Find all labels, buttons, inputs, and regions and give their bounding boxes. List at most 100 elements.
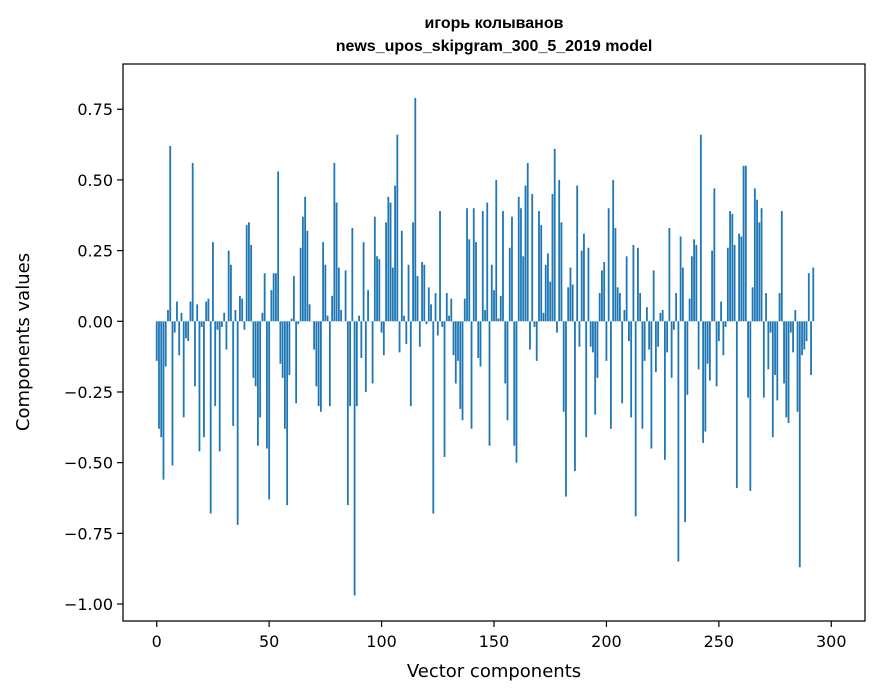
- bar-component-195: [594, 321, 597, 415]
- bar-component-134: [457, 321, 459, 361]
- bar-component-254: [726, 247, 729, 322]
- bar-component-172: [542, 312, 545, 322]
- bar-component-266: [753, 188, 756, 322]
- chart-title: игорь колыванов: [425, 15, 564, 32]
- bar-component-259: [738, 233, 740, 322]
- bar-component-273: [769, 321, 772, 333]
- bar-component-108: [398, 321, 401, 353]
- bar-component-246: [708, 321, 711, 381]
- bar-component-149: [490, 264, 493, 322]
- bar-component-50: [268, 321, 271, 500]
- bar-component-197: [598, 293, 601, 322]
- bar-component-101: [382, 321, 385, 356]
- bar-component-255: [729, 211, 731, 322]
- y-tick-label: −0.50: [64, 454, 113, 473]
- bar-component-132: [452, 321, 455, 356]
- bar-component-218: [646, 307, 648, 322]
- bar-component-199: [603, 261, 606, 322]
- bar-component-194: [592, 321, 594, 353]
- bar-component-123: [432, 321, 435, 514]
- bar-component-66: [304, 196, 307, 322]
- bar-component-96: [371, 321, 374, 384]
- bar-component-81: [337, 267, 340, 322]
- bar-component-236: [686, 321, 689, 395]
- bar-component-208: [623, 309, 626, 322]
- bar-component-179: [558, 179, 561, 322]
- bar-component-24: [209, 321, 212, 514]
- bar-component-230: [672, 321, 675, 330]
- bar-component-178: [556, 321, 558, 333]
- bar-component-7: [171, 321, 174, 466]
- bar-component-118: [421, 261, 423, 322]
- bar-component-286: [798, 321, 801, 568]
- bar-component-8: [173, 321, 176, 333]
- bar-component-241: [697, 321, 700, 370]
- bar-component-86: [349, 321, 351, 407]
- bar-component-93: [364, 321, 367, 392]
- bar-component-140: [470, 321, 473, 429]
- bar-component-143: [477, 321, 480, 359]
- bar-component-33: [230, 264, 232, 322]
- bar-component-227: [666, 321, 669, 353]
- bar-component-200: [605, 321, 608, 361]
- bar-component-6: [169, 145, 172, 322]
- bar-component-151: [495, 179, 498, 322]
- bar-component-169: [535, 321, 538, 361]
- bar-component-148: [488, 321, 491, 446]
- plot-frame: [122, 63, 866, 622]
- bar-component-225: [661, 309, 664, 322]
- bar-component-99: [378, 259, 381, 322]
- bar-component-136: [461, 321, 464, 421]
- bar-component-31: [225, 321, 228, 350]
- bar-component-87: [351, 227, 354, 322]
- bar-component-85: [346, 321, 349, 506]
- bar-component-269: [760, 208, 763, 322]
- bar-component-119: [423, 264, 426, 322]
- bar-component-268: [758, 222, 761, 322]
- bar-component-277: [778, 293, 781, 322]
- x-axis-label: Vector components: [407, 661, 581, 682]
- bar-component-232: [677, 321, 680, 562]
- bar-component-56: [281, 321, 284, 378]
- bar-component-184: [569, 267, 572, 322]
- bar-component-13: [185, 321, 187, 339]
- bar-component-164: [524, 185, 527, 322]
- bar-component-114: [412, 222, 414, 322]
- bar-component-47: [261, 312, 264, 322]
- bar-component-38: [241, 298, 244, 322]
- bar-component-185: [571, 284, 574, 322]
- bar-component-256: [731, 213, 734, 322]
- bar-component-222: [654, 321, 657, 373]
- bar-component-210: [628, 321, 630, 342]
- bar-component-166: [529, 321, 531, 350]
- bar-component-133: [454, 321, 457, 384]
- chart-subtitle: news_upos_skipgram_300_5_2019 model: [336, 38, 653, 55]
- bar-component-142: [475, 242, 477, 322]
- bar-component-292: [812, 267, 815, 322]
- bar-component-109: [400, 230, 403, 322]
- bar-component-202: [610, 321, 612, 429]
- bar-component-190: [583, 233, 585, 322]
- bar-component-258: [735, 321, 738, 489]
- bar-component-183: [567, 287, 570, 322]
- bar-component-72: [317, 321, 320, 407]
- bar-component-141: [472, 208, 475, 322]
- bar-component-280: [785, 321, 788, 418]
- bar-component-121: [427, 287, 430, 322]
- bar-component-243: [702, 321, 705, 443]
- bar-component-26: [214, 321, 217, 407]
- bar-component-23: [207, 298, 210, 322]
- bar-component-282: [789, 321, 792, 333]
- bar-component-135: [459, 321, 462, 409]
- bar-component-242: [699, 134, 702, 322]
- bar-component-78: [331, 295, 334, 322]
- bar-component-113: [409, 321, 412, 407]
- bar-component-14: [187, 321, 190, 342]
- bar-component-249: [715, 321, 718, 387]
- bar-component-59: [288, 321, 291, 376]
- bar-component-267: [756, 199, 758, 322]
- bar-component-76: [326, 315, 329, 322]
- bar-component-189: [580, 250, 583, 322]
- bar-component-122: [430, 304, 432, 322]
- x-tick-label: 50: [259, 632, 279, 651]
